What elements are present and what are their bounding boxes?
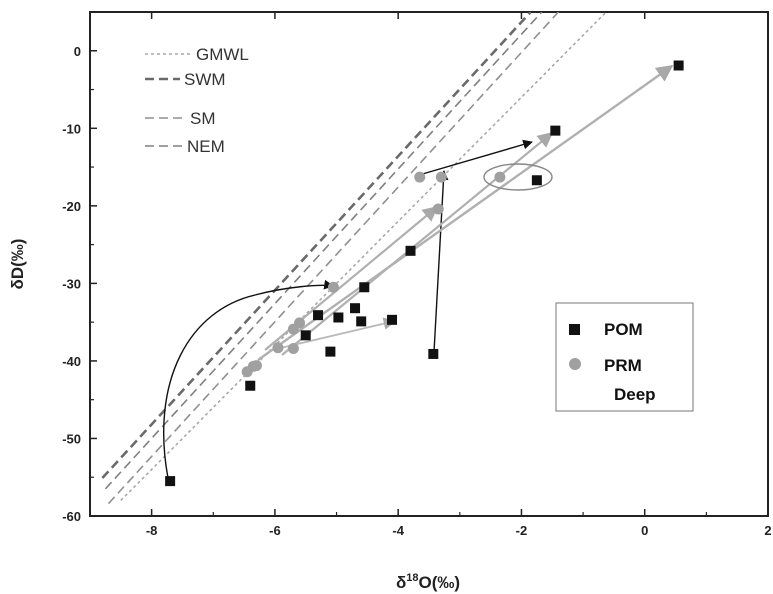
marker-legend: POM PRM Deep bbox=[555, 302, 694, 412]
point-pom bbox=[405, 245, 416, 256]
point-prm bbox=[494, 171, 506, 183]
point-pom bbox=[245, 380, 256, 391]
marker-legend-box bbox=[555, 302, 694, 412]
point-prm bbox=[432, 203, 444, 215]
legend-label-prm: PRM bbox=[604, 356, 642, 375]
gray-arrow-long bbox=[257, 65, 674, 361]
point-pom bbox=[531, 175, 542, 186]
axis-ticks: -8 -6 -4 -2 0 20-10-20-30-40-50-60 bbox=[62, 11, 772, 538]
plot-frame bbox=[89, 11, 769, 517]
x-axis-title: δ18O(‰) bbox=[396, 572, 460, 592]
point-pom bbox=[359, 282, 370, 293]
x-tick-label: -6 bbox=[269, 523, 281, 538]
curved-arrow-black bbox=[163, 279, 334, 479]
point-prm bbox=[294, 317, 306, 329]
mwl-line-swm bbox=[101, 12, 532, 479]
x-title-rest: O(‰) bbox=[419, 573, 461, 592]
y-tick-label: -40 bbox=[62, 354, 81, 369]
point-pom bbox=[165, 476, 176, 487]
point-pom bbox=[313, 310, 324, 321]
legend-label-pom: POM bbox=[604, 320, 643, 339]
x-tick-label: -2 bbox=[516, 523, 528, 538]
point-pom bbox=[550, 125, 561, 136]
point-pom bbox=[428, 348, 439, 359]
legend-label-sm: SM bbox=[190, 109, 216, 128]
x-axis-title-text: δ18O(‰) bbox=[396, 572, 460, 592]
x-tick-label: -8 bbox=[146, 523, 158, 538]
y-tick-label: -60 bbox=[62, 509, 81, 524]
x-tick-label: 0 bbox=[641, 523, 648, 538]
legend-label-gmwl: GMWL bbox=[196, 45, 249, 64]
x-title-delta: δ bbox=[396, 573, 406, 592]
mwl-line-gmwl bbox=[120, 12, 608, 502]
point-prm bbox=[287, 343, 299, 355]
x-tick-label: 2 bbox=[764, 523, 771, 538]
point-prm bbox=[272, 342, 284, 354]
point-pom bbox=[350, 303, 361, 314]
highlight-ellipse bbox=[483, 163, 553, 191]
point-prm bbox=[327, 281, 339, 293]
point-prm bbox=[414, 171, 426, 183]
y-tick-label: -20 bbox=[62, 199, 81, 214]
y-tick-label: -10 bbox=[62, 121, 81, 136]
x-title-superscript: 18 bbox=[406, 572, 418, 584]
meteoric-water-lines bbox=[101, 12, 608, 505]
point-pom bbox=[325, 346, 336, 357]
point-pom bbox=[300, 330, 311, 341]
y-tick-label: 0 bbox=[74, 44, 81, 59]
legend-circle-marker bbox=[569, 358, 581, 370]
legend-label-deep: Deep bbox=[614, 385, 656, 404]
legend-label-swm: SWM bbox=[184, 70, 226, 89]
legend-label-nem: NEM bbox=[187, 137, 225, 156]
data-points bbox=[165, 60, 684, 487]
mwl-line-nem bbox=[104, 12, 543, 490]
y-axis-title: δD(‰) bbox=[8, 239, 27, 290]
x-tick-label: -4 bbox=[392, 523, 404, 538]
point-pom bbox=[333, 312, 344, 323]
point-prm bbox=[435, 171, 447, 183]
vertical-arrow-black bbox=[433, 170, 449, 353]
point-pom bbox=[387, 314, 398, 325]
gray-arrow-mid bbox=[281, 132, 554, 356]
y-tick-label: -30 bbox=[62, 276, 81, 291]
point-pom bbox=[673, 60, 684, 71]
y-tick-label: -50 bbox=[62, 431, 81, 446]
diagonal-arrow-black bbox=[418, 139, 533, 176]
point-pom bbox=[356, 316, 367, 327]
point-prm bbox=[250, 360, 262, 372]
legend-square-marker bbox=[569, 324, 580, 335]
line-legend: GMWL SWM SM NEM bbox=[145, 45, 249, 156]
